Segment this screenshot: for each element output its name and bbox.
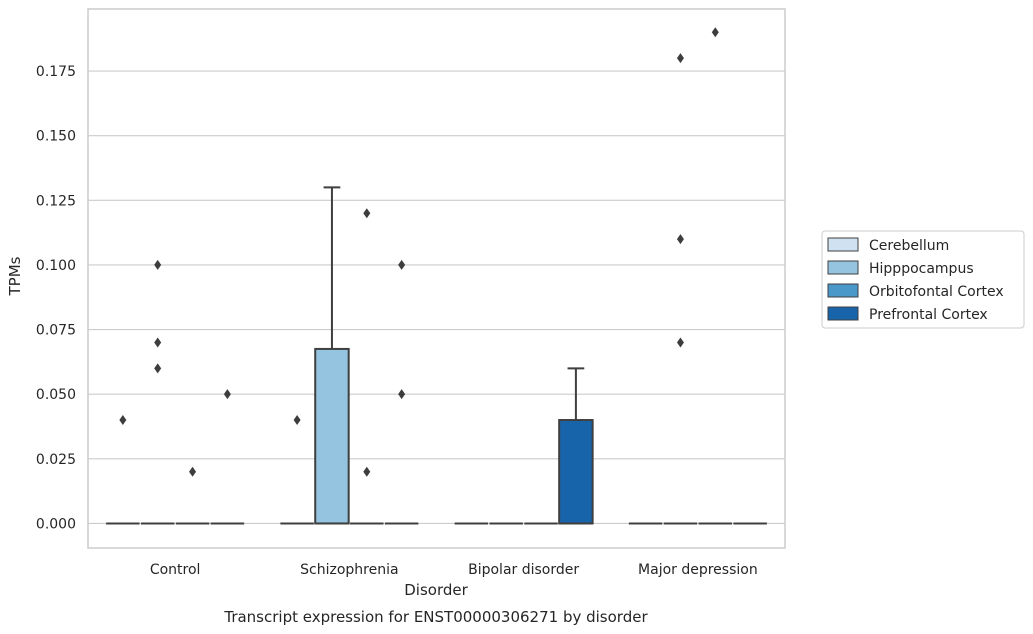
boxes	[106, 186, 767, 525]
outlier-point	[676, 337, 684, 348]
legend-swatch	[827, 283, 859, 298]
legend-swatch	[827, 260, 859, 275]
box-hipppocampus	[314, 186, 350, 525]
outlier-point	[398, 259, 406, 270]
outlier-point	[154, 363, 162, 374]
gridlines	[88, 70, 785, 525]
y-tick-label: 0.025	[36, 452, 76, 468]
outlier-point	[223, 389, 231, 400]
y-tick-label: 0.125	[36, 193, 76, 209]
legend-label: Cerebellum	[869, 238, 949, 254]
outlier-point	[398, 389, 406, 400]
legend: Cerebellum Hipppocampus Orbitofontal Corte…	[821, 230, 1025, 329]
y-axis-label: TPMs	[6, 256, 24, 296]
x-tick-label: Major depression	[638, 562, 758, 578]
outlier-point	[676, 234, 684, 245]
y-tick-labels: 0.000 0.025 0.050 0.075 0.100 0.125 0.150 0.175	[36, 64, 76, 532]
outlier-point	[711, 27, 719, 38]
outlier-point	[119, 415, 127, 426]
outlier-point	[293, 415, 301, 426]
outliers	[119, 27, 719, 477]
x-tick-labels: Control Schizophrenia Bipolar disorder Majo…	[150, 562, 758, 578]
legend-swatch	[827, 306, 859, 321]
x-tick-label: Control	[150, 562, 201, 578]
plot-frame	[87, 8, 786, 549]
outlier-point	[154, 259, 162, 270]
legend-label: Hipppocampus	[869, 261, 974, 277]
x-axis-label: Disorder	[404, 581, 468, 599]
outlier-point	[676, 53, 684, 64]
chart-caption: Transcript expression for ENST0000030627…	[223, 608, 648, 626]
y-tick-label: 0.050	[36, 387, 76, 403]
x-tick-label: Schizophrenia	[300, 562, 398, 578]
x-tick-label: Bipolar disorder	[468, 562, 579, 578]
legend-frame	[821, 230, 1025, 329]
y-tick-label: 0.175	[36, 64, 76, 80]
box-body	[558, 419, 594, 525]
y-tick-label: 0.100	[36, 258, 76, 274]
legend-swatch	[827, 237, 859, 252]
y-tick-label: 0.000	[36, 516, 76, 532]
box-body	[314, 347, 350, 525]
box-prefrontal-cortex	[558, 367, 594, 525]
legend-label: Orbitofontal Cortex	[869, 284, 1004, 300]
y-tick-label: 0.150	[36, 129, 76, 145]
outlier-point	[363, 208, 371, 219]
outlier-point	[189, 466, 197, 477]
legend-label: Prefrontal Cortex	[869, 307, 988, 323]
y-tick-label: 0.075	[36, 323, 76, 339]
outlier-point	[154, 337, 162, 348]
outlier-point	[363, 466, 371, 477]
